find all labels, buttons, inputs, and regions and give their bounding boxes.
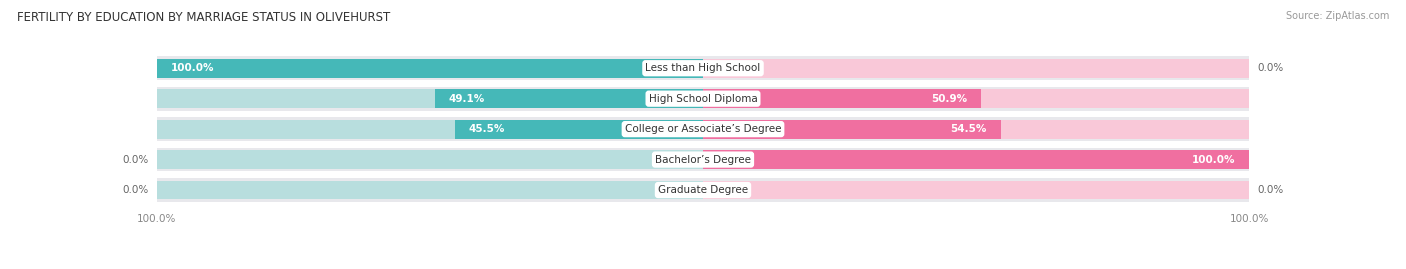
Text: 50.9%: 50.9% — [931, 94, 967, 104]
Bar — [434, 89, 703, 108]
Bar — [157, 59, 703, 78]
Bar — [157, 148, 703, 171]
Bar — [703, 178, 1249, 202]
Text: High School Diploma: High School Diploma — [648, 94, 758, 104]
Bar — [703, 150, 1249, 169]
Bar — [157, 180, 703, 200]
Text: FERTILITY BY EDUCATION BY MARRIAGE STATUS IN OLIVEHURST: FERTILITY BY EDUCATION BY MARRIAGE STATU… — [17, 11, 389, 24]
Bar — [703, 56, 1249, 80]
Text: 45.5%: 45.5% — [468, 124, 505, 134]
Text: 54.5%: 54.5% — [950, 124, 987, 134]
Bar — [703, 148, 1249, 171]
Bar — [157, 56, 703, 80]
Bar — [454, 120, 703, 139]
Bar — [703, 59, 1249, 78]
Bar — [157, 120, 703, 139]
Text: Source: ZipAtlas.com: Source: ZipAtlas.com — [1285, 11, 1389, 21]
Text: 0.0%: 0.0% — [122, 185, 149, 195]
Text: 100.0%: 100.0% — [170, 63, 214, 73]
Bar — [157, 178, 703, 202]
Bar — [157, 87, 703, 111]
Text: 100.0%: 100.0% — [1192, 155, 1236, 165]
Bar — [703, 87, 1249, 111]
Bar — [157, 59, 703, 78]
Bar — [157, 89, 703, 108]
Text: College or Associate’s Degree: College or Associate’s Degree — [624, 124, 782, 134]
Bar — [703, 89, 1249, 108]
Text: 0.0%: 0.0% — [122, 155, 149, 165]
Bar — [703, 120, 1249, 139]
Bar — [157, 150, 703, 169]
Text: Less than High School: Less than High School — [645, 63, 761, 73]
Bar — [703, 150, 1249, 169]
Bar — [703, 89, 981, 108]
Text: 49.1%: 49.1% — [449, 94, 485, 104]
Bar — [703, 180, 1249, 200]
Text: Graduate Degree: Graduate Degree — [658, 185, 748, 195]
Text: 0.0%: 0.0% — [1257, 185, 1284, 195]
Text: Bachelor’s Degree: Bachelor’s Degree — [655, 155, 751, 165]
Bar — [157, 117, 703, 141]
Bar — [703, 117, 1249, 141]
Text: 0.0%: 0.0% — [1257, 63, 1284, 73]
Bar — [703, 120, 1001, 139]
